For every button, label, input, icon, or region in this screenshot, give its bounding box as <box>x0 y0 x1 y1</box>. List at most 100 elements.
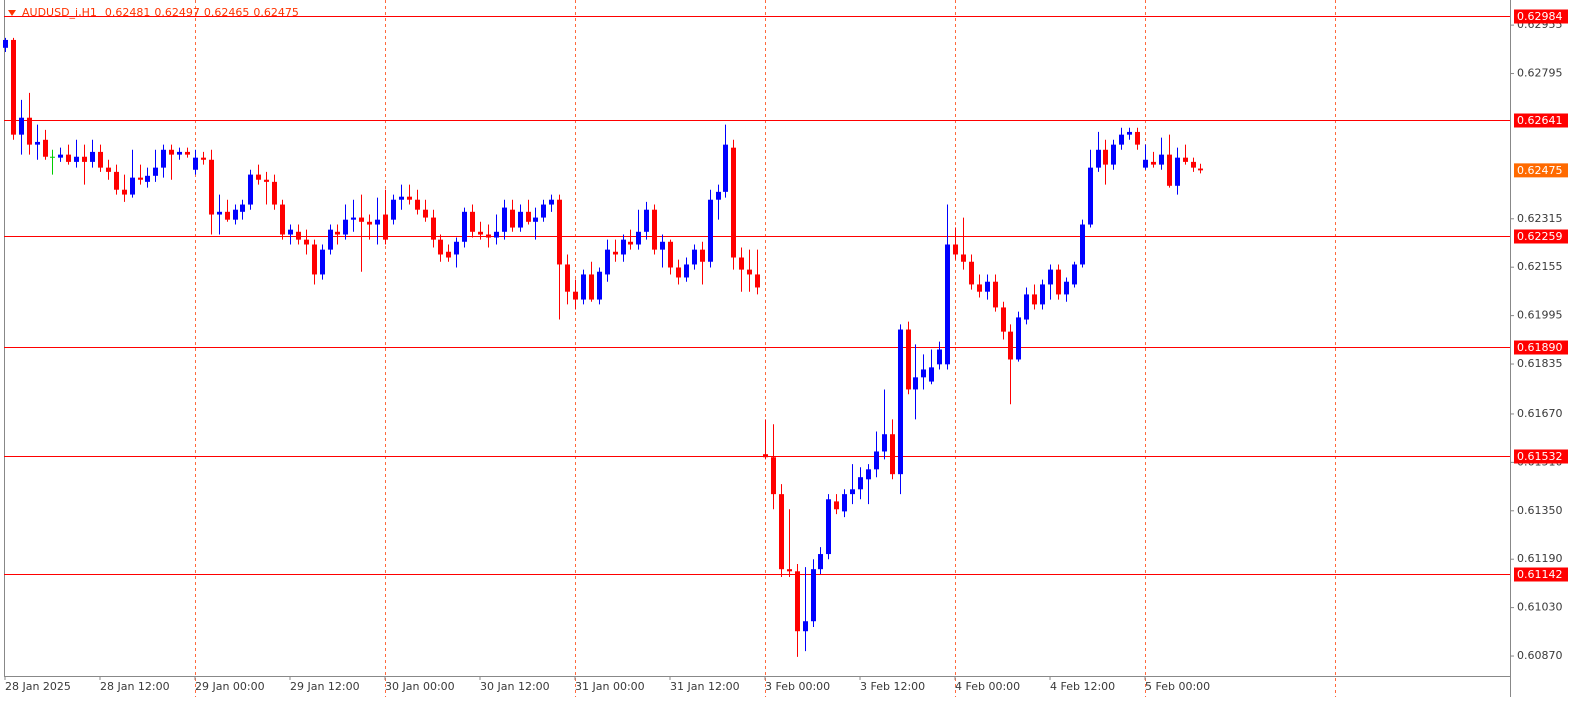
last-price-box <box>1514 163 1568 178</box>
candle-body <box>708 199 713 262</box>
candle-body <box>565 264 570 292</box>
candle-body <box>177 151 182 155</box>
candle-body <box>233 209 238 220</box>
candle-body <box>1119 134 1124 145</box>
candle-body <box>1048 269 1053 285</box>
candle-body <box>921 369 926 378</box>
y-tick-label: 0.62315 <box>1517 212 1563 225</box>
candle-body <box>1080 224 1085 265</box>
candle-body <box>391 199 396 220</box>
candle-body <box>731 147 736 258</box>
candle-body <box>1167 154 1172 186</box>
candle-body <box>1064 281 1069 295</box>
candle-body <box>272 181 277 205</box>
candle-body <box>288 229 293 235</box>
candle-body <box>185 151 190 155</box>
candle-body <box>3 39 8 48</box>
x-tick-label: 30 Jan 00:00 <box>385 680 455 693</box>
candle-body <box>644 209 649 232</box>
candle-body <box>621 239 626 255</box>
candle-body <box>446 251 451 258</box>
candle-body <box>795 571 800 632</box>
candle-body <box>114 171 119 190</box>
candle-body <box>74 156 79 162</box>
candle-body <box>1127 131 1132 135</box>
candle-body <box>1159 154 1164 165</box>
candle-body <box>985 281 990 292</box>
candle-body <box>130 177 135 195</box>
y-tick-label: 0.61995 <box>1517 309 1563 322</box>
candle-body <box>201 157 206 160</box>
grid-layer <box>195 0 1336 697</box>
candle-body <box>541 204 546 218</box>
candle-body <box>66 154 71 162</box>
header-value: 0.62465 <box>204 6 250 19</box>
candle-body <box>692 249 697 265</box>
candle-body <box>779 494 784 570</box>
candle-body <box>826 499 831 555</box>
candle-body <box>320 249 325 275</box>
candle-body <box>882 434 887 452</box>
x-tick-label: 4 Feb 00:00 <box>955 680 1020 693</box>
level-label: 0.62259 <box>1517 230 1563 243</box>
candle-body <box>58 154 63 158</box>
candle-body <box>1072 264 1077 285</box>
candle-body <box>225 211 230 220</box>
x-tick-label: 30 Jan 12:00 <box>480 680 550 693</box>
candle-body <box>850 489 855 495</box>
candle-body <box>684 264 689 278</box>
candle-body <box>248 174 253 205</box>
candle-body <box>90 151 95 162</box>
candle-body <box>335 231 340 235</box>
level-label-box <box>1514 567 1568 582</box>
y-tick-label: 0.61835 <box>1517 357 1563 370</box>
level-label: 0.61890 <box>1517 341 1563 354</box>
candle-body <box>312 244 317 275</box>
candle-body <box>874 451 879 470</box>
candle-body <box>993 281 998 308</box>
candle-body <box>462 211 467 242</box>
candle-body <box>597 271 602 300</box>
candle-body <box>217 211 222 215</box>
candle-body <box>898 329 903 475</box>
candle-body <box>264 179 269 182</box>
candle-body <box>906 329 911 390</box>
candle-body <box>256 174 261 180</box>
candle-body <box>913 377 918 390</box>
labels-layer: 28 Jan 2025 28 Jan 12:00 29 Jan 00:00 29 Ja… <box>4 9 1568 693</box>
candle-body <box>169 149 174 155</box>
candle-body <box>1096 149 1101 168</box>
y-tick-label: 0.60870 <box>1517 649 1563 662</box>
candle-body <box>834 501 839 510</box>
candle-body <box>723 144 728 192</box>
x-tick-label: 31 Jan 12:00 <box>670 680 740 693</box>
candle-body <box>359 217 364 222</box>
candle-body <box>407 196 412 200</box>
x-tick-label: 29 Jan 12:00 <box>290 680 360 693</box>
level-label-box <box>1514 340 1568 355</box>
candle-body <box>518 211 523 228</box>
candle-body <box>343 219 348 235</box>
candle-body <box>383 214 388 240</box>
candle-body <box>755 274 760 288</box>
x-tick-label: 28 Jan 12:00 <box>100 680 170 693</box>
candle-body <box>122 189 127 195</box>
candle-body <box>581 274 586 300</box>
candle-body <box>1198 168 1203 171</box>
candle-body <box>50 156 55 158</box>
candle-body <box>1040 284 1045 305</box>
candle-body <box>1151 161 1156 165</box>
candle-body <box>739 257 744 270</box>
x-tick-label: 31 Jan 00:00 <box>575 680 645 693</box>
candle-body <box>890 434 895 475</box>
candle-body <box>953 244 958 255</box>
candle-body <box>328 229 333 250</box>
candle-body <box>280 204 285 235</box>
header-icon <box>8 10 16 16</box>
candle-body <box>138 177 143 180</box>
candle-body <box>969 261 974 285</box>
candle-body <box>98 151 103 168</box>
candle-body <box>502 207 507 232</box>
candle-body <box>1024 294 1029 320</box>
